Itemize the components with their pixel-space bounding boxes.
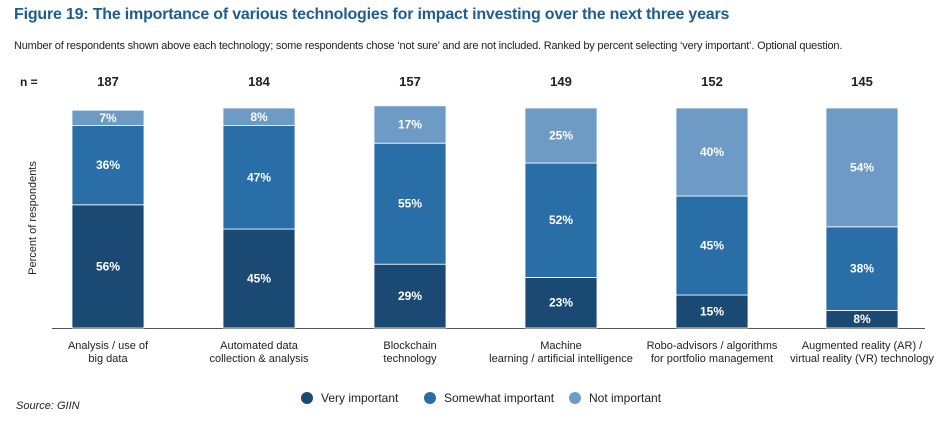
data-label-1-3: 7%: [99, 111, 117, 125]
bar-segment-2-3: [222, 107, 296, 127]
n-count-1: 187: [97, 74, 119, 89]
category-label-5-2: for portfolio management: [651, 353, 773, 365]
data-label-1-1: 56%: [96, 259, 120, 273]
category-label-1-1: Analysis / use of: [68, 340, 149, 352]
n-count-4: 149: [550, 74, 572, 89]
bar-segment-6-3: [825, 107, 899, 228]
bar-segment-5-2: [675, 195, 749, 296]
category-label-1-2: big data: [88, 353, 128, 365]
data-label-6-1: 8%: [853, 312, 871, 326]
data-label-4-2: 52%: [549, 213, 573, 227]
chart-subtitle: Number of respondents shown above each t…: [14, 40, 843, 52]
n-count-6: 145: [851, 74, 873, 89]
legend-marker-1: [301, 392, 313, 404]
category-label-3-2: technology: [383, 353, 437, 365]
n-count-2: 184: [248, 74, 270, 89]
bar-segment-2-1: [222, 228, 296, 329]
bar-segment-6-2: [825, 226, 899, 311]
legend-marker-3: [569, 392, 581, 404]
bar-segment-4-2: [524, 162, 598, 278]
bar-segment-3-3: [373, 105, 447, 144]
n-count-5: 152: [701, 74, 723, 89]
data-label-2-1: 45%: [247, 272, 271, 286]
category-label-2-1: Automated data: [220, 340, 299, 352]
bar-segment-5-3: [675, 107, 749, 197]
bar-segment-4-3: [524, 107, 598, 164]
category-label-3-1: Blockchain: [383, 340, 436, 352]
category-label-4-2: learning / artificial intelligence: [489, 353, 633, 365]
legend-marker-2: [424, 392, 436, 404]
data-label-3-1: 29%: [398, 289, 422, 303]
y-axis-label: Percent of respondents: [27, 161, 39, 275]
data-label-2-2: 47%: [247, 170, 271, 184]
legend-label-2: Somewhat important: [444, 391, 555, 405]
bar-segment-4-1: [524, 276, 598, 329]
chart-title: Figure 19: The importance of various tec…: [14, 6, 730, 23]
data-label-6-3: 54%: [850, 160, 874, 174]
bar-segment-1-3: [71, 109, 145, 126]
data-label-5-1: 15%: [700, 305, 724, 319]
category-label-6-2: virtual reality (VR) technology: [790, 353, 934, 365]
bar-segment-2-2: [222, 125, 296, 230]
legend-label-3: Not important: [589, 391, 662, 405]
data-label-2-3: 8%: [250, 110, 268, 124]
data-label-6-2: 38%: [850, 262, 874, 276]
data-label-3-3: 17%: [398, 118, 422, 132]
bar-segment-1-1: [71, 204, 145, 329]
data-label-4-1: 23%: [549, 296, 573, 310]
n-count-3: 157: [399, 74, 421, 89]
category-label-5-1: Robo-advisors / algorithms: [647, 340, 778, 352]
source-note: Source: GIIN: [16, 400, 80, 412]
n-label: n =: [20, 75, 38, 89]
category-label-4-1: Machine: [540, 340, 582, 352]
data-label-4-3: 25%: [549, 129, 573, 143]
bar-segment-5-1: [675, 294, 749, 329]
data-label-5-2: 45%: [700, 239, 724, 253]
bar-segment-3-1: [373, 263, 447, 329]
data-label-3-2: 55%: [398, 197, 422, 211]
data-label-5-3: 40%: [700, 145, 724, 159]
category-label-6-1: Augmented reality (AR) /: [802, 340, 923, 352]
bar-segment-3-2: [373, 142, 447, 265]
category-label-2-2: collection & analysis: [209, 353, 309, 365]
data-label-1-2: 36%: [96, 158, 120, 172]
legend-label-1: Very important: [321, 391, 399, 405]
